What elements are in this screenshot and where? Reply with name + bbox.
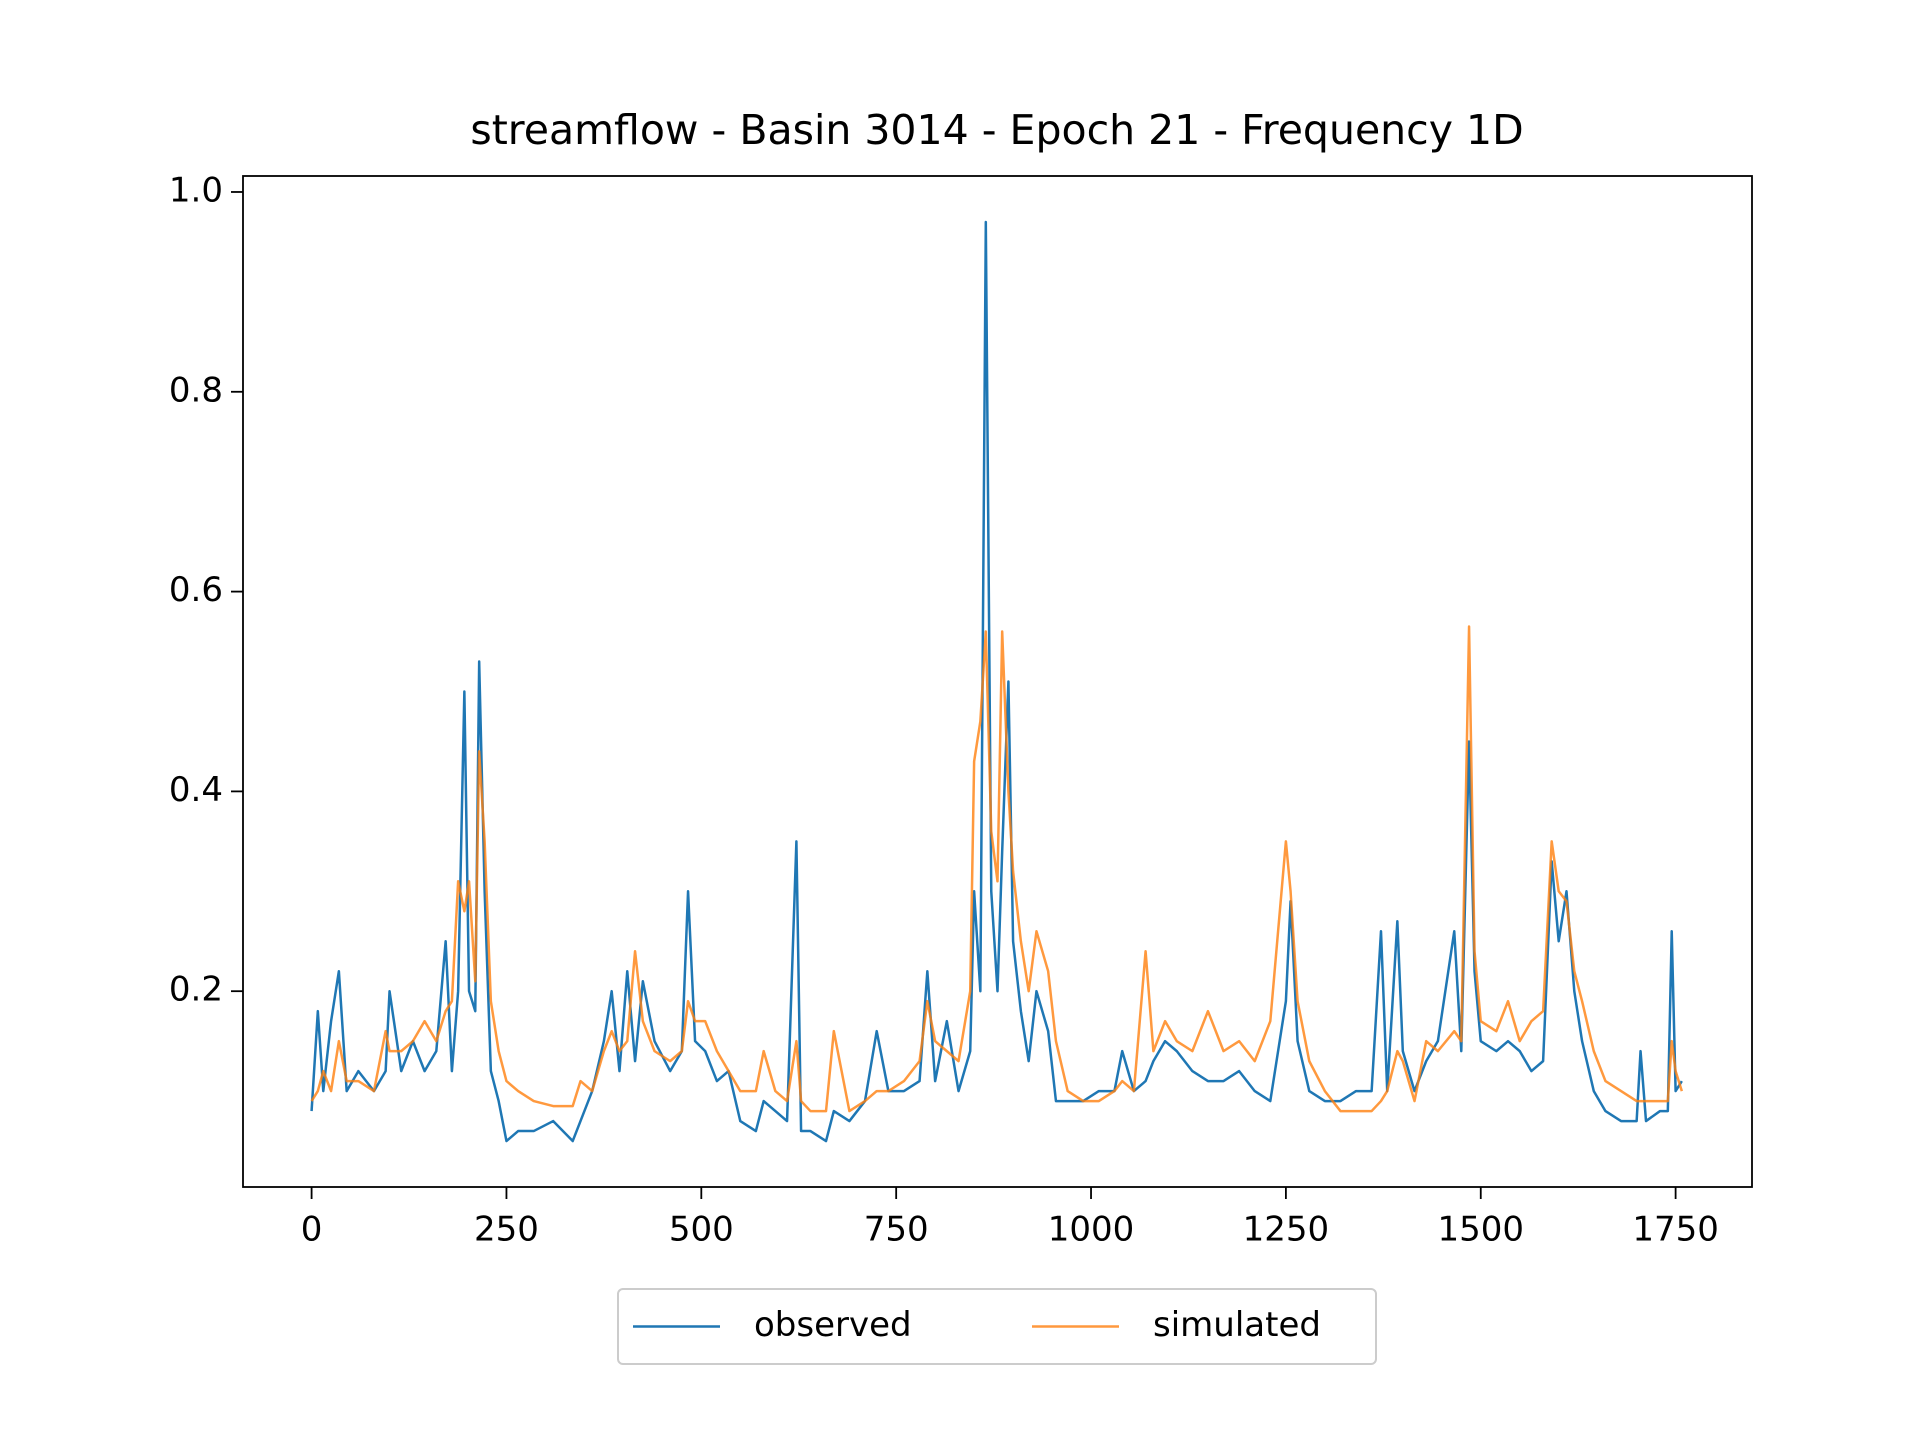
legend-box: [617, 1288, 1377, 1365]
plot-frame: [242, 175, 1753, 1188]
y-tick-label: 1.0: [169, 170, 223, 210]
x-tick-label: 500: [669, 1210, 734, 1250]
x-tick-label: 1000: [1048, 1210, 1135, 1250]
chart-title: streamflow - Basin 3014 - Epoch 21 - Fre…: [470, 106, 1523, 154]
y-tick-label: 0.2: [169, 970, 223, 1010]
series-line: [310, 625, 1684, 1113]
x-tick-label: 1250: [1243, 1210, 1330, 1250]
x-tick-label: 250: [474, 1210, 539, 1250]
x-tick-label: 1500: [1437, 1210, 1524, 1250]
legend-label: simulated: [1153, 1305, 1321, 1345]
y-tick-label: 0.8: [169, 370, 223, 410]
series-line: [310, 220, 1683, 1143]
legend-label: observed: [754, 1305, 912, 1345]
x-tick-label: 1750: [1632, 1210, 1719, 1250]
y-tick-label: 0.6: [169, 570, 223, 610]
y-tick-label: 0.4: [169, 770, 223, 810]
x-tick-label: 0: [301, 1210, 323, 1250]
x-tick-label: 750: [864, 1210, 929, 1250]
